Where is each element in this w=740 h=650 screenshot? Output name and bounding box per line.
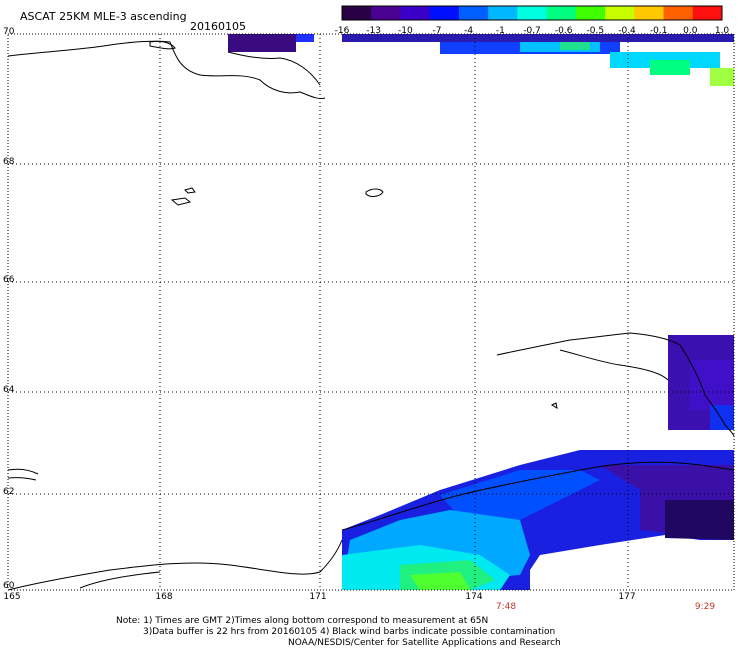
note-line-2: 3)Data buffer is 22 hrs from 20160105 4)… — [143, 627, 556, 637]
data-swath-top — [228, 34, 734, 86]
note-line-1: Note: 1) Times are GMT 2)Times along bot… — [116, 616, 489, 626]
data-swath-bottom — [342, 450, 734, 590]
lon-label-165: 165 — [3, 592, 21, 602]
time-label-first: 7:48 — [495, 602, 517, 612]
time-label-last: 9:29 — [694, 602, 716, 612]
colorbar-tick-label: -10 — [397, 26, 413, 36]
map-frame — [7, 33, 735, 591]
colorbar-tick-label: -0.4 — [618, 26, 636, 36]
colorbar-segment — [458, 6, 489, 20]
colorbar-tick-label: -1 — [495, 26, 505, 36]
coastlines — [7, 40, 735, 591]
colorbar-segment — [605, 6, 635, 20]
graticule — [8, 34, 734, 590]
colorbar-tick-label: -13 — [366, 26, 382, 36]
data-swath-right — [668, 335, 734, 430]
map-date: 20160105 — [190, 20, 246, 33]
colorbar-tick-label: 1.0 — [714, 26, 730, 36]
colorbar-segment — [488, 6, 518, 20]
colorbar-frame — [341, 5, 723, 21]
colorbar-segment — [429, 6, 460, 20]
lat-label-60: 60 — [3, 581, 15, 591]
lon-label-171: 171 — [309, 592, 327, 602]
lat-label-64: 64 — [3, 385, 15, 395]
colorbar-segment — [692, 6, 723, 20]
colorbar-segment — [342, 6, 372, 20]
lon-label-168: 168 — [155, 592, 173, 602]
colorbar-tick-label: -0.1 — [649, 26, 668, 36]
lon-label-177: 177 — [618, 592, 636, 602]
colorbar-tick-label: -16 — [334, 26, 350, 36]
colorbar-segment — [663, 6, 694, 20]
colorbar-segment — [400, 6, 431, 20]
note-line-3: NOAA/NESDIS/Center for Satellite Applica… — [288, 638, 561, 648]
colorbar-tick-label: -0.6 — [554, 26, 573, 36]
lat-label-70: 70 — [3, 27, 15, 37]
colorbar-segment — [517, 6, 548, 20]
colorbar-tick-label: 0.0 — [683, 26, 698, 36]
lat-label-68: 68 — [3, 157, 15, 167]
lat-label-66: 66 — [3, 275, 15, 285]
colorbar-tick-label: -0.7 — [523, 26, 541, 36]
colorbar-segment — [546, 6, 577, 20]
map-title: ASCAT 25KM MLE-3 ascending — [20, 10, 187, 23]
colorbar-tick-label: -4 — [464, 26, 474, 36]
colorbar-segment — [371, 6, 401, 20]
colorbar-segment — [634, 6, 665, 20]
colorbar — [342, 6, 723, 20]
colorbar-tick-label: -7 — [432, 26, 442, 36]
colorbar-tick-label: -0.5 — [586, 26, 605, 36]
lat-label-62: 62 — [3, 487, 15, 497]
lon-label-174: 174 — [465, 592, 483, 602]
colorbar-segment — [575, 6, 606, 20]
